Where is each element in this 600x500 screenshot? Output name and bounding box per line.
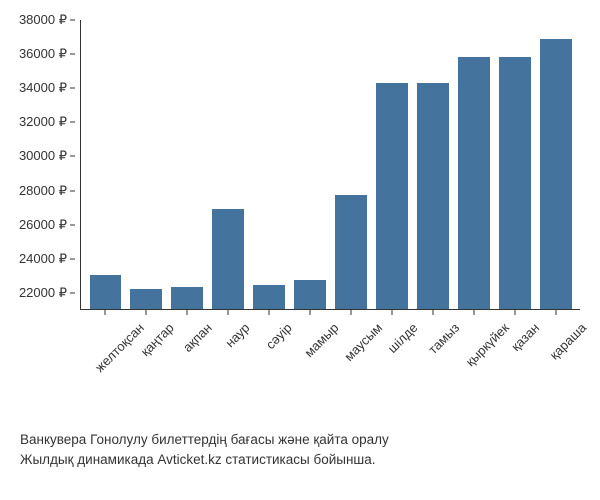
x-tick-mark (268, 310, 269, 315)
x-tick-mark (473, 310, 474, 315)
x-label-slot: сәуір (248, 314, 289, 424)
y-axis: 22000 ₽ 24000 ₽ 26000 ₽ 28000 ₽ 30000 ₽ 32000… (0, 20, 75, 310)
bar (90, 275, 122, 309)
x-tick-mark (309, 310, 310, 315)
bar-slot (208, 20, 249, 309)
bar (253, 285, 285, 309)
y-tick-label: 32000 ₽ (19, 114, 67, 130)
plot-area (80, 20, 580, 310)
y-tick-mark (70, 292, 75, 293)
x-label-slot: қазан (494, 314, 535, 424)
bar-slot (249, 20, 290, 309)
y-tick-label: 34000 ₽ (19, 80, 67, 96)
bar (540, 39, 572, 309)
bars-container (81, 20, 580, 309)
x-tick-mark (227, 310, 228, 315)
x-label-slot: қараша (535, 314, 576, 424)
bar-slot (85, 20, 126, 309)
bar (212, 209, 244, 309)
y-tick-mark (70, 20, 75, 21)
bar (499, 57, 531, 309)
x-label-slot: наур (207, 314, 248, 424)
bar (417, 83, 449, 309)
bar (335, 195, 367, 309)
x-tick-mark (104, 310, 105, 315)
y-tick-label: 30000 ₽ (19, 148, 67, 164)
y-tick-label: 36000 ₽ (19, 46, 67, 62)
x-tick-mark (432, 310, 433, 315)
x-axis-labels: желтоқсанқаңтарақпаннаурсәуірмамырмаусым… (80, 314, 580, 424)
x-tick-mark (350, 310, 351, 315)
x-tick-mark (145, 310, 146, 315)
bar (171, 287, 203, 309)
bar (376, 83, 408, 309)
y-tick-label: 24000 ₽ (19, 251, 67, 267)
bar (294, 280, 326, 309)
y-tick-label: 28000 ₽ (19, 183, 67, 199)
y-tick-label: 26000 ₽ (19, 217, 67, 233)
x-tick-mark (186, 310, 187, 315)
x-tick-mark (555, 310, 556, 315)
y-tick-label: 22000 ₽ (19, 285, 67, 301)
bar-slot (290, 20, 331, 309)
y-tick-mark (70, 156, 75, 157)
bar-slot (453, 20, 494, 309)
x-label-slot: шілде (371, 314, 412, 424)
y-tick-mark (70, 54, 75, 55)
y-tick-mark (70, 122, 75, 123)
caption-line-2: Жылдық динамикада Avticket.kz статистика… (20, 450, 389, 470)
bar-slot (535, 20, 576, 309)
bar-slot (331, 20, 372, 309)
bar-slot (167, 20, 208, 309)
bar-slot (126, 20, 167, 309)
bar-slot (494, 20, 535, 309)
x-label-slot: маусым (330, 314, 371, 424)
bar-slot (371, 20, 412, 309)
x-label-slot: қаңтар (125, 314, 166, 424)
bar (458, 57, 490, 309)
caption-line-1: Ванкувера Гонолулу билеттердің бағасы жә… (20, 430, 389, 450)
x-label-slot: қыркүйек (453, 314, 494, 424)
x-label-slot: ақпан (166, 314, 207, 424)
x-label-slot: желтоқсан (84, 314, 125, 424)
x-tick-mark (514, 310, 515, 315)
y-tick-mark (70, 88, 75, 89)
chart-caption: Ванкувера Гонолулу билеттердің бағасы жә… (20, 430, 389, 471)
chart-area (80, 20, 580, 310)
y-tick-label: 38000 ₽ (19, 12, 67, 28)
x-tick-mark (391, 310, 392, 315)
bar-slot (412, 20, 453, 309)
x-label-slot: тамыз (412, 314, 453, 424)
x-label-slot: мамыр (289, 314, 330, 424)
y-tick-mark (70, 190, 75, 191)
y-tick-mark (70, 224, 75, 225)
x-tick-label: қараша (546, 320, 588, 362)
y-tick-mark (70, 258, 75, 259)
bar (130, 289, 162, 309)
